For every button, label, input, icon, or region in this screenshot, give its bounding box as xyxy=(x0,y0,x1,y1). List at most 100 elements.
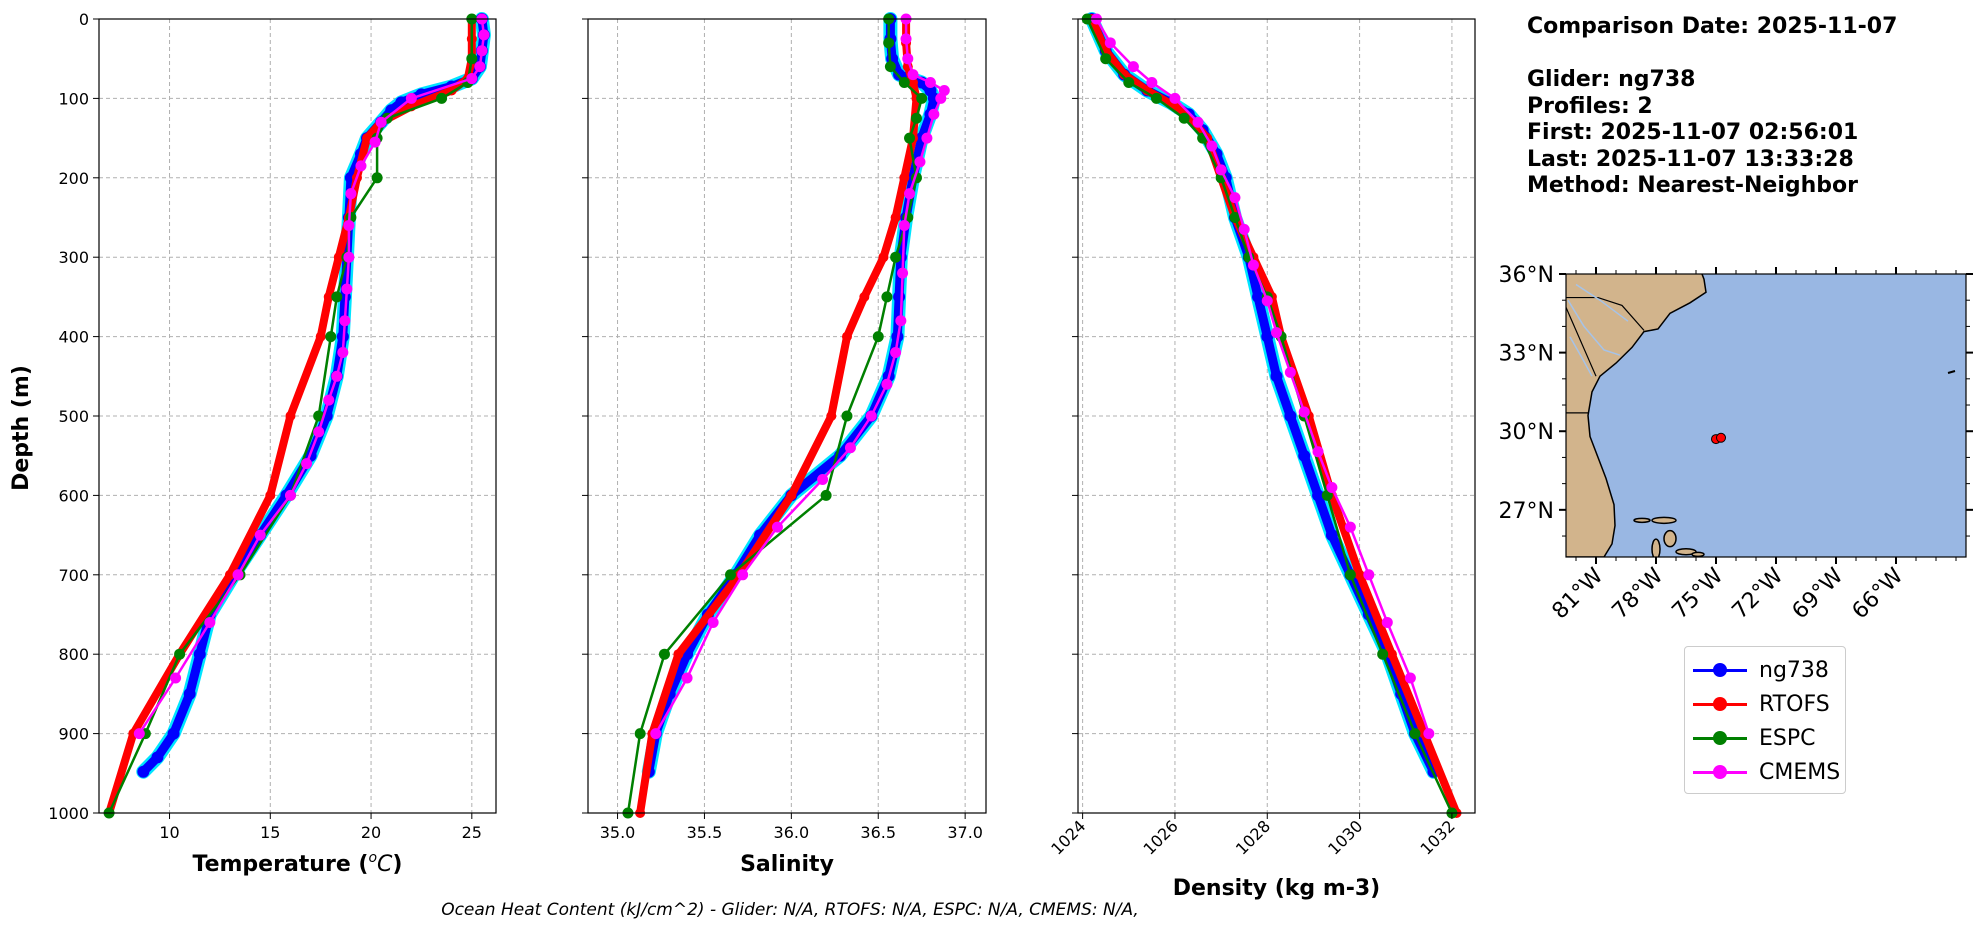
series-line-cmems xyxy=(1095,17,1431,735)
data-point-cmems xyxy=(844,442,856,454)
x-axis-label: Density (kg m-3) xyxy=(1173,876,1381,901)
x-tick-label: 1030 xyxy=(1324,816,1366,858)
data-point-cmems xyxy=(1261,295,1273,307)
data-point-rtofs xyxy=(859,291,870,302)
glider-location-point xyxy=(1716,432,1726,443)
data-point-cmems xyxy=(1363,569,1375,581)
x-tick-label: 35.0 xyxy=(600,823,636,842)
data-point-cmems xyxy=(681,672,693,684)
data-point-espc xyxy=(658,648,670,660)
data-point-cmems xyxy=(337,346,349,358)
last-time: Last: 2025-11-07 13:33:28 xyxy=(1527,146,1854,172)
x-tick-label: 36.0 xyxy=(774,823,810,842)
data-point-ng738 xyxy=(137,765,150,778)
data-point-ng738 xyxy=(1284,410,1297,422)
legend-item-rtofs: RTOFS xyxy=(1693,687,1845,721)
lon-tick-label: 81°W xyxy=(1548,563,1609,624)
data-point-espc xyxy=(436,92,448,104)
data-point-cmems xyxy=(1192,116,1204,128)
data-point-cmems xyxy=(466,73,478,85)
state-border xyxy=(1566,296,1645,331)
x-tick-label: 35.5 xyxy=(687,823,723,842)
data-point-rtofs xyxy=(224,569,235,580)
data-point-cmems xyxy=(737,569,749,581)
data-point-espc xyxy=(820,489,832,501)
y-tick-label: 900 xyxy=(58,725,89,744)
data-point-espc xyxy=(325,331,337,343)
data-point-cmems xyxy=(341,283,353,295)
data-point-cmems xyxy=(301,458,313,470)
river xyxy=(1567,299,1621,356)
data-point-cmems xyxy=(343,251,355,263)
data-point-cmems xyxy=(133,728,145,740)
data-point-cmems xyxy=(339,315,351,327)
data-point-cmems xyxy=(476,45,488,57)
legend-label: CMEMS xyxy=(1759,759,1841,785)
data-point-espc xyxy=(904,132,916,144)
data-point-cmems xyxy=(1423,728,1435,740)
data-point-cmems xyxy=(1381,616,1393,628)
data-point-ng738 xyxy=(893,290,906,303)
comparison-info: Comparison Date: 2025-11-07 Glider: ng73… xyxy=(1527,14,1897,200)
x-tick-label: 10 xyxy=(159,823,179,842)
x-tick-label: 36.5 xyxy=(860,823,896,842)
data-point-cmems xyxy=(1271,327,1282,339)
x-tick-label: 15 xyxy=(260,823,280,842)
map-frame xyxy=(1565,273,1967,558)
data-point-espc xyxy=(1321,489,1333,501)
data-point-ng738 xyxy=(193,648,206,661)
data-point-rtofs xyxy=(315,331,326,342)
y-tick-label: 1000 xyxy=(48,804,89,823)
data-point-cmems xyxy=(1298,406,1310,418)
data-point-ng738 xyxy=(183,687,196,700)
lon-tick-label: 75°W xyxy=(1668,563,1729,624)
legend-item-cmems: CMEMS xyxy=(1693,755,1845,789)
data-point-rtofs xyxy=(333,252,344,263)
data-point-cmems xyxy=(1326,481,1338,493)
data-point-espc xyxy=(466,53,478,65)
data-point-espc xyxy=(1344,569,1356,581)
lon-tick-label: 72°W xyxy=(1728,563,1789,624)
data-point-cmems xyxy=(232,569,244,581)
data-point-espc xyxy=(1229,212,1241,223)
data-point-espc xyxy=(371,172,383,184)
data-point-cmems xyxy=(881,378,893,390)
location-map: 81°W 78°W 75°W 72°W 69°W 66°W 36°N 33°N 30°N 27°N xyxy=(1499,263,1973,624)
data-point-cmems xyxy=(707,616,719,628)
data-point-rtofs xyxy=(1386,649,1397,660)
data-point-espc xyxy=(1150,92,1162,104)
data-point-cmems xyxy=(1169,92,1181,104)
island xyxy=(1651,516,1677,525)
data-point-cmems xyxy=(355,160,367,172)
data-point-cmems xyxy=(771,521,783,533)
data-point-espc xyxy=(841,410,853,422)
legend-label: RTOFS xyxy=(1759,691,1830,717)
data-point-ng738 xyxy=(151,751,164,764)
data-point-rtofs xyxy=(908,77,919,88)
series-group xyxy=(622,12,950,819)
data-point-cmems xyxy=(897,267,909,279)
data-point-cmems xyxy=(1247,259,1259,271)
data-point-cmems xyxy=(284,489,296,501)
data-point-cmems xyxy=(1206,140,1218,152)
data-point-cmems xyxy=(331,370,343,382)
legend-swatch-espc xyxy=(1693,728,1747,748)
island xyxy=(1663,529,1677,548)
data-point-cmems xyxy=(902,53,914,65)
legend-swatch-cmems xyxy=(1693,762,1747,782)
data-point-rtofs xyxy=(786,490,797,501)
data-point-cmems xyxy=(1215,164,1227,176)
data-point-cmems xyxy=(1284,366,1296,378)
x-tick-label: 1028 xyxy=(1232,816,1274,858)
data-point-cmems xyxy=(895,315,907,327)
comparison-date: Comparison Date: 2025-11-07 xyxy=(1527,14,1898,39)
data-point-espc xyxy=(1377,648,1389,660)
celsius-unit: C xyxy=(377,852,393,877)
data-point-cmems xyxy=(369,136,381,148)
data-point-cmems xyxy=(478,29,490,41)
data-point-ng738 xyxy=(167,727,180,740)
data-point-rtofs xyxy=(890,212,901,223)
data-point-cmems xyxy=(1238,223,1250,235)
series-group xyxy=(103,12,491,819)
